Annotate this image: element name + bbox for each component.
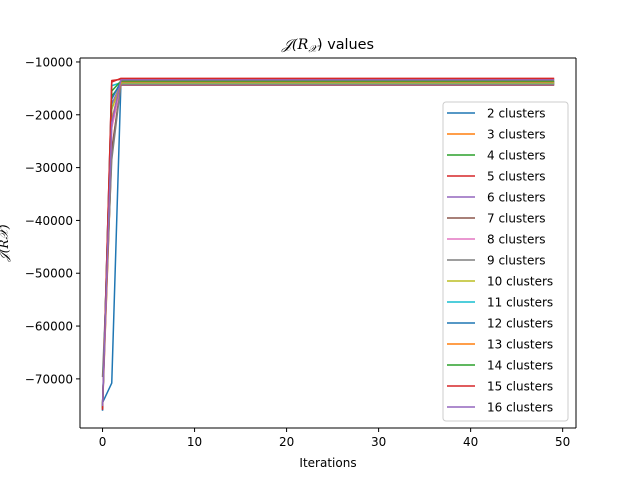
legend-label: 10 clusters bbox=[487, 275, 553, 289]
x-tick-label: 30 bbox=[371, 435, 386, 449]
legend-label: 5 clusters bbox=[487, 170, 546, 184]
legend-frame bbox=[442, 101, 569, 422]
y-tick-label: −10000 bbox=[25, 55, 73, 69]
chart-title-subscript-x: 𝒳 bbox=[308, 44, 320, 55]
legend-label: 3 clusters bbox=[487, 128, 546, 142]
legend-label: 8 clusters bbox=[487, 233, 546, 247]
chart-title-script-j: 𝒥( bbox=[281, 37, 298, 53]
legend-label: 6 clusters bbox=[487, 191, 546, 205]
y-axis-label: 𝒥(R𝒳) bbox=[0, 224, 11, 262]
y-tick-label: −50000 bbox=[25, 267, 73, 281]
chart-title: 𝒥(R𝒳) values bbox=[281, 37, 374, 55]
x-tick-label: 50 bbox=[555, 435, 570, 449]
y-tick-label: −60000 bbox=[25, 320, 73, 334]
x-tick-label: 20 bbox=[279, 435, 294, 449]
chart-title-r: R bbox=[297, 37, 309, 53]
y-tick-label: −30000 bbox=[25, 161, 73, 175]
legend-label: 2 clusters bbox=[487, 107, 546, 121]
series-line-8 bbox=[101, 83, 555, 378]
legend-label: 9 clusters bbox=[487, 254, 546, 268]
y-tick-label: −20000 bbox=[25, 108, 73, 122]
legend-label: 13 clusters bbox=[487, 338, 553, 352]
y-tick-label: −70000 bbox=[25, 372, 73, 386]
series-line-13 bbox=[101, 80, 555, 409]
series-line-12 bbox=[101, 81, 555, 406]
x-ticks: 0 10 20 30 40 50 bbox=[99, 428, 570, 449]
legend-label: 16 clusters bbox=[487, 401, 553, 415]
series-layer bbox=[101, 77, 555, 411]
legend-label: 11 clusters bbox=[487, 296, 553, 310]
x-tick-label: 10 bbox=[187, 435, 202, 449]
legend: 2 clusters 3 clusters 4 clusters 5 clusters… bbox=[442, 101, 569, 422]
y-ticks: −70000 −60000 −50000 −40000 −30000 −20000 −100… bbox=[25, 55, 80, 386]
legend-label: 4 clusters bbox=[487, 149, 546, 163]
chart-title-suffix: ) values bbox=[317, 37, 374, 53]
legend-items: 2 clusters 3 clusters 4 clusters 5 clusters… bbox=[447, 107, 553, 415]
legend-label: 14 clusters bbox=[487, 359, 553, 373]
y-tick-label: −40000 bbox=[25, 214, 73, 228]
x-tick-label: 0 bbox=[99, 435, 107, 449]
series-line-15 bbox=[101, 79, 555, 407]
series-line-14 bbox=[101, 77, 555, 410]
x-axis-label: Iterations bbox=[299, 456, 356, 470]
axes-frame bbox=[79, 57, 577, 429]
legend-label: 15 clusters bbox=[487, 380, 553, 394]
legend-label: 12 clusters bbox=[487, 317, 553, 331]
legend-label: 7 clusters bbox=[487, 212, 546, 226]
x-tick-label: 40 bbox=[463, 435, 478, 449]
